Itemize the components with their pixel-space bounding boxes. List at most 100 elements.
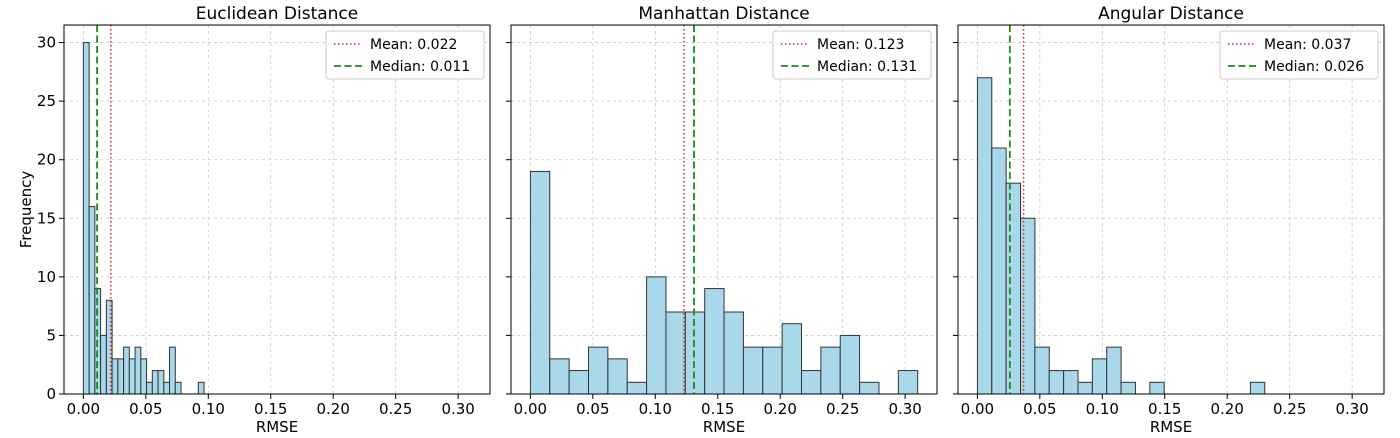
histogram-bar (568, 370, 590, 395)
panel-title: Angular Distance (1098, 4, 1244, 24)
panel-title: Manhattan Distance (638, 4, 809, 24)
histogram-bar (626, 381, 648, 395)
histogram-bar (976, 77, 993, 395)
x-tick-label: 0.20 (317, 400, 350, 418)
axes-frame (510, 24, 938, 395)
axes-frame (63, 24, 491, 395)
histogram-bar (529, 170, 551, 395)
histogram-bar (146, 381, 153, 395)
x-tick-label: 0.05 (576, 400, 609, 418)
x-tick-label: 0.20 (764, 400, 797, 418)
histogram-bar (1077, 381, 1093, 395)
legend-box (772, 30, 932, 80)
x-tick-label: 0.00 (961, 400, 994, 418)
histogram-bar (588, 346, 609, 395)
x-tick-label: 0.05 (1023, 400, 1056, 418)
histogram-bar (163, 381, 171, 395)
histogram-bar (169, 346, 176, 395)
histogram-bar (897, 370, 919, 395)
y-tick-label: 15 (37, 209, 56, 227)
histogram-bar (704, 288, 725, 395)
histogram-bar (781, 323, 803, 395)
histogram-bar (128, 358, 136, 395)
panel-2: 0.00 0.05 0.10 0.15 0.20 0.25 0.30 Manhattan Di… (506, 4, 938, 436)
legend-median-label: Median: 0.131 (817, 59, 917, 75)
histogram-bar (684, 311, 706, 395)
axes-frame (957, 24, 1385, 395)
x-tick-label: 0.15 (1148, 400, 1181, 418)
histogram-bar (820, 346, 841, 395)
legend-mean-label: Mean: 0.022 (370, 37, 457, 53)
histogram-bar (549, 358, 570, 395)
x-tick-label: 0.00 (514, 400, 547, 418)
y-tick-label: 30 (37, 34, 56, 52)
histogram-bar (742, 346, 764, 395)
x-axis-label: RMSE (1150, 418, 1192, 436)
histogram-bar (646, 276, 667, 395)
histogram-bar (839, 334, 861, 395)
legend: Mean: 0.123 Median: 0.131 (772, 30, 932, 80)
histogram-bar (991, 147, 1007, 395)
legend: Mean: 0.022 Median: 0.011 (325, 30, 485, 80)
x-tick-label: 0.15 (254, 400, 287, 418)
histogram-bar (1063, 370, 1079, 395)
legend-median-label: Median: 0.026 (1264, 59, 1364, 75)
panel-1: 0.00 0.05 0.10 0.15 0.20 0.25 0.30 0 5 10 15 20 25 30… (17, 4, 491, 436)
x-tick-label: 0.10 (192, 400, 225, 418)
histogram-bar (88, 206, 96, 395)
legend-mean-label: Mean: 0.037 (1264, 37, 1351, 53)
x-tick-label: 0.10 (1086, 400, 1119, 418)
histogram-bar (197, 381, 205, 395)
histogram-bar (607, 358, 628, 395)
x-tick-label: 0.25 (379, 400, 412, 418)
y-tick-label: 10 (37, 268, 56, 286)
y-tick-label: 5 (46, 326, 56, 344)
x-tick-label: 0.00 (67, 400, 100, 418)
x-tick-label: 0.05 (129, 400, 162, 418)
histogram-bar (801, 370, 822, 395)
legend-box (325, 30, 485, 80)
histogram-bar (1091, 358, 1108, 395)
histogram-bar (859, 381, 880, 395)
panel-3: 0.00 0.05 0.10 0.15 0.20 0.25 0.30 Angular Dist… (953, 4, 1385, 436)
y-tick-label: 20 (37, 151, 56, 169)
histogram-bar (665, 311, 686, 395)
x-tick-label: 0.30 (888, 400, 921, 418)
histogram-bar (82, 42, 90, 395)
histogram-bar (1048, 370, 1065, 395)
x-axis-label: RMSE (703, 418, 745, 436)
histogram-bar (100, 334, 107, 395)
legend-box (1219, 30, 1379, 80)
histogram-bar (1005, 182, 1022, 395)
histogram-bar (134, 346, 142, 395)
histogram-bar (1120, 381, 1136, 395)
x-tick-label: 0.15 (701, 400, 734, 418)
x-tick-label: 0.30 (441, 400, 474, 418)
x-tick-label: 0.20 (1211, 400, 1244, 418)
histogram-bar (1249, 381, 1266, 395)
histogram-bar (1020, 217, 1036, 395)
x-tick-label: 0.25 (1273, 400, 1306, 418)
histogram-bar (174, 381, 182, 395)
y-axis-label: Frequency (17, 171, 35, 249)
x-tick-label: 0.10 (639, 400, 672, 418)
histogram-bar (151, 370, 159, 395)
panel-title: Euclidean Distance (196, 4, 359, 24)
histogram-bar (723, 311, 744, 395)
histogram-bar (762, 346, 783, 395)
histogram-bar (157, 370, 165, 395)
x-tick-label: 0.25 (826, 400, 859, 418)
histogram-bar (111, 358, 119, 395)
y-tick-label: 25 (37, 92, 56, 110)
histogram-bar (117, 358, 125, 395)
histogram-bar (123, 346, 130, 395)
x-axis-label: RMSE (256, 418, 298, 436)
legend-median-label: Median: 0.011 (370, 59, 470, 75)
legend-mean-label: Mean: 0.123 (817, 37, 904, 53)
histogram-bar (1106, 346, 1122, 395)
histogram-bar (1149, 381, 1165, 395)
x-tick-label: 0.30 (1335, 400, 1368, 418)
histogram-bar (140, 358, 148, 395)
legend: Mean: 0.037 Median: 0.026 (1219, 30, 1379, 80)
